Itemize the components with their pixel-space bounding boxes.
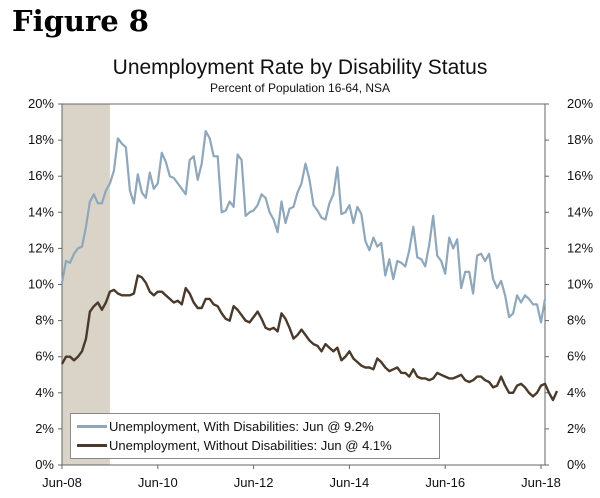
y-tick-label-left: 12% xyxy=(28,240,54,255)
y-tick-label-left: 16% xyxy=(28,168,54,183)
y-tick-label-right: 4% xyxy=(567,385,586,400)
recession-shading xyxy=(62,104,110,465)
x-tick-label: Jun-10 xyxy=(138,475,178,490)
legend-item-with-disabilities: Unemployment, With Disabilities: Jun @ 9… xyxy=(77,419,374,434)
y-tick-label-left: 18% xyxy=(28,132,54,147)
y-tick-label-right: 8% xyxy=(567,313,586,328)
y-tick-label-left: 20% xyxy=(28,96,54,111)
chart-title: Unemployment Rate by Disability Status xyxy=(112,56,488,79)
y-tick-label-left: 4% xyxy=(35,385,54,400)
y-tick-label-right: 16% xyxy=(567,168,593,183)
x-tick-label: Jun-12 xyxy=(234,475,274,490)
series-line-without-disabilities xyxy=(60,274,559,402)
legend: Unemployment, With Disabilities: Jun @ 9… xyxy=(70,413,440,459)
x-tick-label: Jun-18 xyxy=(521,475,561,490)
legend-swatch-without-disabilities xyxy=(77,444,107,447)
y-tick-label-right: 6% xyxy=(567,349,586,364)
chart-subtitle: Percent of Population 16-64, NSA xyxy=(209,81,391,95)
y-tick-label-right: 10% xyxy=(567,277,593,292)
x-tick-label: Jun-14 xyxy=(330,475,370,490)
x-tick-label: Jun-16 xyxy=(425,475,465,490)
legend-swatch-with-disabilities xyxy=(77,425,107,428)
series-line-with-disabilities xyxy=(60,130,547,324)
y-tick-label-right: 18% xyxy=(567,132,593,147)
legend-item-without-disabilities: Unemployment, Without Disabilities: Jun … xyxy=(77,438,392,453)
y-tick-label-right: 12% xyxy=(567,240,593,255)
y-tick-label-left: 0% xyxy=(35,457,54,472)
y-tick-label-left: 6% xyxy=(35,349,54,364)
y-tick-label-right: 20% xyxy=(567,96,593,111)
y-tick-label-left: 8% xyxy=(35,313,54,328)
x-tick-label: Jun-08 xyxy=(42,475,82,490)
legend-label-with-disabilities: Unemployment, With Disabilities: Jun @ 9… xyxy=(109,419,374,434)
y-tick-label-left: 2% xyxy=(35,421,54,436)
y-tick-label-left: 10% xyxy=(28,277,54,292)
y-tick-label-left: 14% xyxy=(28,204,54,219)
y-tick-label-right: 14% xyxy=(567,204,593,219)
figure-label: Figure 8 xyxy=(12,4,149,38)
y-tick-label-right: 0% xyxy=(567,457,586,472)
legend-label-without-disabilities: Unemployment, Without Disabilities: Jun … xyxy=(109,438,392,453)
y-tick-label-right: 2% xyxy=(567,421,586,436)
